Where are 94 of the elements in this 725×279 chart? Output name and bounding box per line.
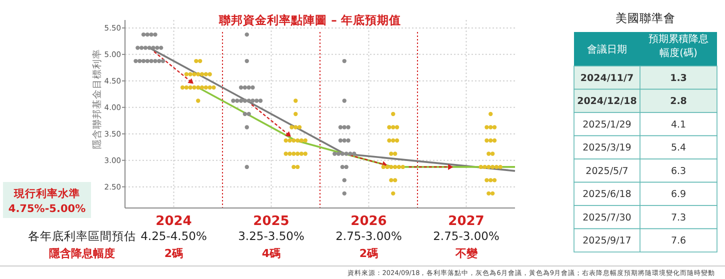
point	[250, 98, 255, 103]
point	[153, 32, 158, 37]
text: 各年底利率區間預估	[28, 229, 136, 243]
point	[134, 58, 138, 64]
category-label: 2025/3/19	[582, 142, 632, 154]
text: 4碼	[262, 247, 281, 260]
x-tick-label: 2027	[448, 214, 484, 229]
data-label: 7.3	[670, 212, 686, 224]
text: 3.25-3.50%	[238, 229, 304, 243]
text: 4.25-4.50%	[140, 229, 207, 243]
data-label: 2.8	[670, 96, 688, 108]
point	[340, 152, 345, 156]
point	[246, 112, 251, 116]
point	[141, 32, 146, 37]
point	[231, 98, 236, 103]
point	[338, 125, 343, 130]
line-series	[148, 46, 516, 172]
point	[242, 85, 248, 90]
line-series	[197, 86, 516, 168]
point	[246, 85, 251, 90]
point	[153, 58, 158, 64]
x-tick-label: 2024	[156, 214, 192, 229]
text: 隱含降息幅度	[49, 247, 115, 260]
text: 2碼	[164, 247, 184, 260]
point	[342, 58, 346, 64]
point	[141, 58, 146, 64]
data-label: 6.9	[670, 189, 686, 200]
category-label: 2024/12/18	[577, 96, 638, 108]
x-tick-label: 2026	[350, 214, 387, 229]
point	[143, 46, 148, 50]
point	[342, 125, 346, 130]
point	[147, 46, 152, 50]
point	[157, 58, 162, 64]
point	[138, 58, 142, 64]
point	[145, 58, 150, 64]
data-label: 4.1	[670, 119, 686, 130]
point	[348, 152, 352, 156]
point	[338, 138, 343, 143]
text: 4.75%-5.00%	[8, 203, 86, 215]
x-tick-label: 2025	[253, 214, 290, 229]
point	[136, 46, 140, 50]
point	[342, 98, 346, 103]
point	[244, 32, 249, 37]
y-axis-title: 隱含聯邦基金目標利率	[91, 49, 103, 149]
point	[160, 58, 166, 64]
data-label: 7.6	[670, 236, 686, 247]
point	[344, 152, 348, 156]
point	[258, 98, 263, 103]
point	[149, 32, 154, 37]
text: 會議日期	[587, 44, 627, 56]
category-label: 2024/11/7	[580, 72, 634, 84]
point	[340, 164, 345, 170]
point	[235, 98, 240, 103]
category-label: 2025/1/29	[582, 119, 632, 130]
point	[344, 164, 348, 170]
point	[336, 152, 341, 156]
chart-title: 聯邦資金利率點陣圖 – 年底預期值	[218, 13, 401, 27]
text: 2.75-3.00%	[336, 229, 402, 243]
data-label: 1.3	[670, 72, 687, 84]
point	[246, 98, 251, 103]
point	[346, 138, 350, 143]
point	[155, 46, 160, 50]
text: 2碼	[359, 247, 378, 260]
point	[145, 32, 150, 37]
point	[242, 98, 248, 103]
text: 2.75-3.00%	[433, 229, 500, 243]
category-label: 2025/5/7	[586, 166, 628, 177]
category-label: 2025/9/17	[582, 236, 632, 247]
category-label: 2025/7/30	[582, 212, 632, 224]
text: 美國聯準會	[616, 11, 676, 25]
point	[244, 164, 249, 170]
point	[250, 85, 255, 90]
data-label: 5.4	[670, 142, 686, 154]
point	[158, 46, 164, 50]
point	[254, 98, 259, 103]
point	[244, 58, 249, 64]
point	[238, 85, 244, 90]
text: 預期累積降息幅度(碼)	[648, 33, 708, 59]
point	[151, 46, 156, 50]
point	[149, 58, 154, 64]
point	[332, 152, 337, 156]
point	[342, 138, 346, 143]
text: 不變	[454, 247, 478, 260]
point	[342, 178, 346, 182]
point	[244, 125, 249, 130]
category-label: 2025/6/18	[582, 189, 632, 200]
point	[346, 125, 350, 130]
point	[242, 112, 248, 116]
point	[342, 191, 346, 196]
point	[139, 46, 144, 50]
text: 現行利率水準	[13, 187, 80, 200]
point	[352, 152, 356, 156]
point	[238, 98, 244, 103]
data-label: 6.3	[670, 166, 686, 177]
